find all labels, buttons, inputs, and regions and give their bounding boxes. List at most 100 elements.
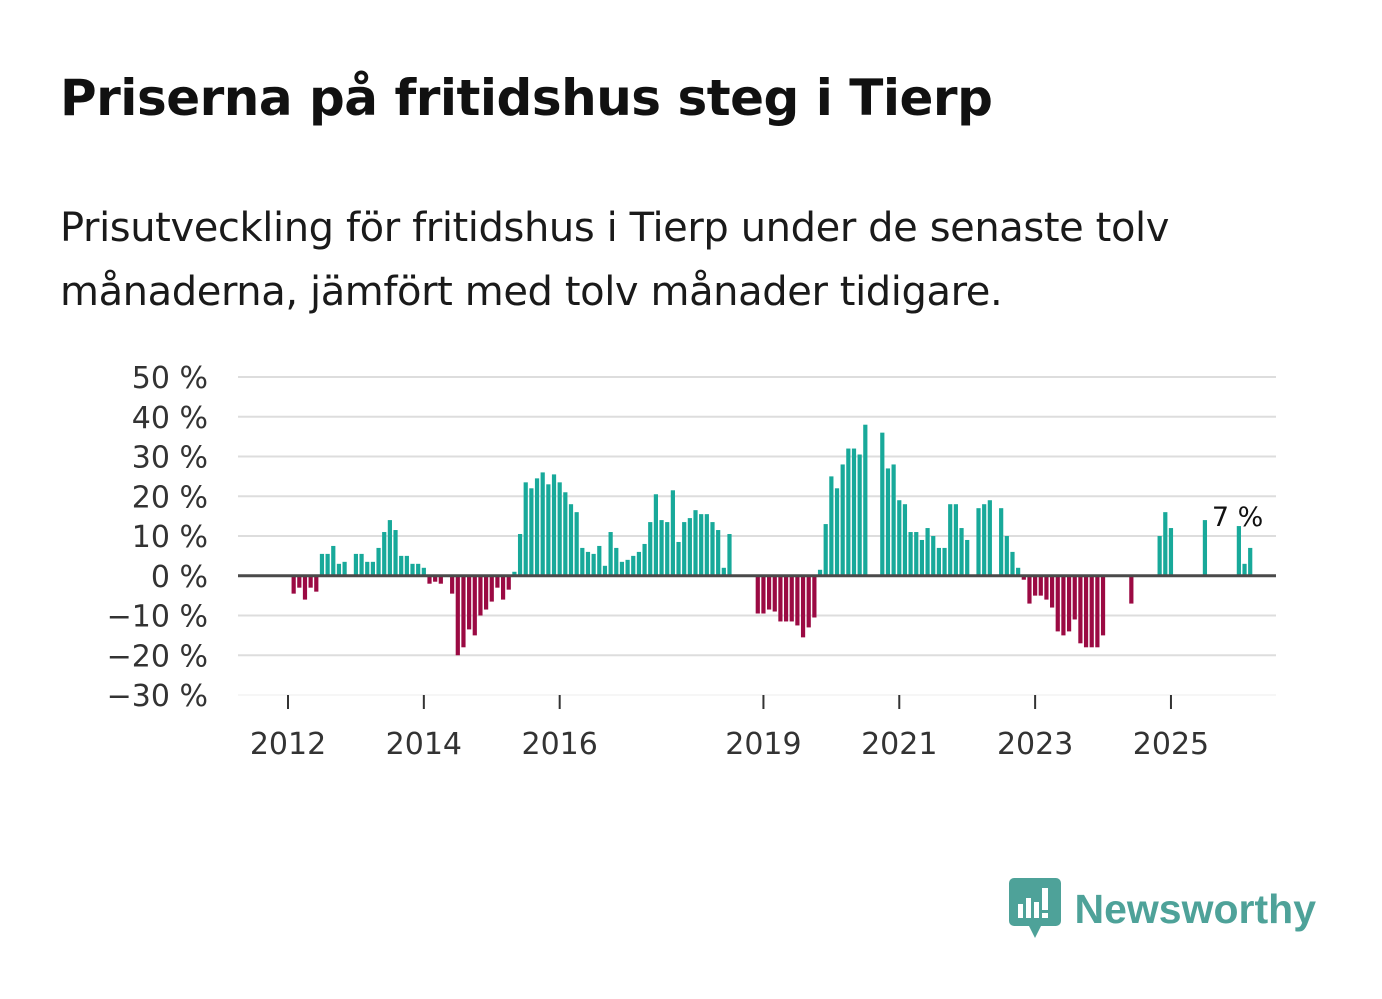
bar xyxy=(982,504,987,576)
bar xyxy=(1100,575,1106,636)
bar xyxy=(399,555,404,576)
y-tick-label: 10 % xyxy=(132,520,208,555)
bar xyxy=(568,504,574,576)
bar xyxy=(1163,512,1168,576)
bar xyxy=(1202,520,1208,576)
chart-title: Priserna på fritidshus steg i Tierp xyxy=(60,69,993,127)
bar xyxy=(421,567,426,576)
y-tick-label: 30 % xyxy=(132,441,208,476)
bar xyxy=(1242,563,1247,576)
bar xyxy=(546,484,551,576)
bar xyxy=(557,482,562,576)
bar xyxy=(534,478,540,576)
bar xyxy=(319,553,325,576)
bar xyxy=(834,488,840,576)
bar xyxy=(336,563,342,576)
bar xyxy=(721,567,726,576)
bar xyxy=(953,504,958,576)
bar xyxy=(297,575,302,588)
bar xyxy=(846,448,851,576)
bar xyxy=(370,561,375,576)
bar xyxy=(812,575,817,618)
bar xyxy=(450,575,455,594)
x-tick-label: 2012 xyxy=(250,727,326,762)
bar xyxy=(727,534,732,576)
bar xyxy=(1055,575,1060,632)
bar xyxy=(772,575,777,612)
x-tick-label: 2021 xyxy=(861,727,937,762)
bar xyxy=(659,520,664,576)
bar xyxy=(1095,575,1100,648)
bar xyxy=(551,474,557,576)
bar xyxy=(1027,575,1032,604)
bar xyxy=(461,575,466,648)
bar xyxy=(427,575,432,584)
bar xyxy=(393,530,398,576)
bar xyxy=(619,561,625,576)
x-tick-label: 2019 xyxy=(725,727,801,762)
bar xyxy=(382,532,387,576)
y-tick-label: −20 % xyxy=(107,639,208,674)
bar xyxy=(1129,575,1134,604)
bar xyxy=(1157,536,1162,576)
y-tick-label: 20 % xyxy=(132,480,208,515)
bar xyxy=(506,575,511,590)
newsworthy-logo-icon xyxy=(1008,878,1061,938)
bar xyxy=(500,575,506,600)
bar xyxy=(580,547,585,576)
bar xyxy=(495,575,500,588)
bar xyxy=(908,532,913,576)
bar xyxy=(489,575,494,602)
bar xyxy=(670,490,675,576)
bar xyxy=(665,522,670,576)
x-tick-label: 2014 xyxy=(386,727,462,762)
bar-chart: 50 % 40 % 30 % 20 % 10 % 0 % −10 % −20 % −30 % 20… xyxy=(107,361,1276,762)
bar xyxy=(851,448,857,576)
bar xyxy=(999,508,1004,576)
bar xyxy=(863,424,868,576)
bar xyxy=(806,575,811,628)
bar xyxy=(472,575,477,636)
bar xyxy=(704,514,709,576)
bar xyxy=(987,500,992,576)
bar xyxy=(484,575,489,610)
bar xyxy=(455,575,460,656)
bar xyxy=(687,518,692,576)
bar xyxy=(376,547,381,576)
bar xyxy=(387,520,392,576)
bar xyxy=(1089,575,1094,648)
x-tick-label: 2025 xyxy=(1133,727,1209,762)
x-tick-label: 2016 xyxy=(522,727,598,762)
y-tick-label: −10 % xyxy=(107,600,208,635)
bar xyxy=(857,454,862,576)
bar xyxy=(1083,575,1089,648)
bar xyxy=(314,575,319,592)
bar xyxy=(302,575,308,600)
bar xyxy=(1010,551,1015,576)
chart-subtitle: Prisutveckling för fritidshus i Tierp un… xyxy=(60,205,1169,315)
bar xyxy=(410,563,415,576)
y-tick-label: 40 % xyxy=(132,401,208,436)
bar xyxy=(767,575,772,610)
bar xyxy=(965,539,970,576)
bar xyxy=(653,494,658,576)
bar xyxy=(829,476,834,576)
bar xyxy=(325,553,330,576)
bar xyxy=(936,547,941,576)
bar xyxy=(800,575,806,638)
bar xyxy=(902,504,908,576)
bar xyxy=(642,543,647,576)
bar xyxy=(591,553,596,576)
bar xyxy=(891,464,896,576)
bar xyxy=(885,468,891,576)
bar xyxy=(710,522,715,576)
bar xyxy=(517,534,523,576)
bar xyxy=(789,575,794,622)
bar xyxy=(823,524,828,576)
bar xyxy=(880,432,885,576)
bar xyxy=(676,541,681,576)
bar xyxy=(433,575,438,582)
bar xyxy=(693,510,698,576)
bars xyxy=(291,424,1253,656)
bar xyxy=(778,575,783,622)
